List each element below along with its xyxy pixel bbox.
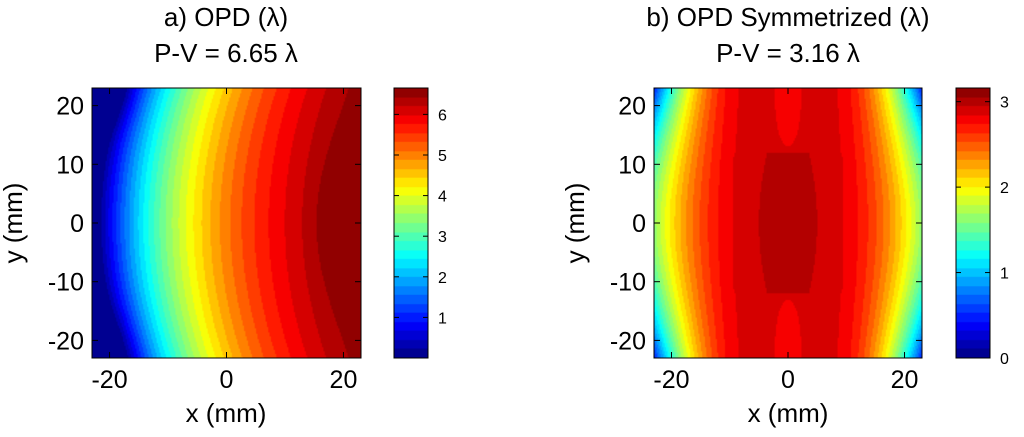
x-tick-label: -20 bbox=[653, 366, 689, 394]
panel-b-colorbar-ticks: 0 1 2 3 bbox=[956, 95, 1009, 368]
panel-b-ylabel: y (mm) bbox=[560, 183, 590, 264]
panel-a-xlabel: x (mm) bbox=[186, 398, 267, 428]
colorbar-tick-label: 1 bbox=[1000, 266, 1009, 283]
y-tick-label: -20 bbox=[610, 327, 646, 355]
colorbar-tick-label: 3 bbox=[1000, 95, 1009, 112]
panel-a-colorbar-frame bbox=[393, 87, 429, 359]
x-tick-label: 20 bbox=[330, 366, 358, 394]
y-tick-label: 10 bbox=[618, 151, 646, 179]
colorbar-tick-label: 5 bbox=[438, 148, 447, 165]
panel-b-heatmap bbox=[654, 88, 922, 358]
panel-b-title: b) OPD Symmetrized (λ) bbox=[646, 2, 929, 32]
panel-a-subtitle: P-V = 6.65 λ bbox=[154, 38, 298, 68]
y-tick-label: 20 bbox=[56, 93, 84, 121]
panel-b-xlabel: x (mm) bbox=[748, 398, 829, 428]
colorbar-tick-label: 0 bbox=[1000, 351, 1009, 368]
y-tick-label: 0 bbox=[70, 210, 84, 238]
panel-a-title: a) OPD (λ) bbox=[164, 2, 288, 32]
y-tick-label: -20 bbox=[48, 327, 84, 355]
panel-a-colorbar-ticks: 1 2 3 4 5 6 bbox=[394, 107, 447, 327]
y-tick-label: 10 bbox=[56, 151, 84, 179]
colorbar-tick-label: 2 bbox=[1000, 180, 1009, 197]
panel-a-ticks: -20 0 20 20 10 0 -10 -20 bbox=[48, 88, 361, 394]
panel-a: a) OPD (λ) P-V = 6.65 λ -20 0 2020100-10-2… bbox=[0, 2, 447, 428]
panel-a-heatmap bbox=[92, 88, 361, 358]
colorbar-tick-label: 1 bbox=[438, 310, 447, 327]
colorbar-tick-label: 4 bbox=[438, 189, 447, 206]
colorbar-tick-label: 6 bbox=[438, 107, 447, 124]
panel-b-subtitle: P-V = 3.16 λ bbox=[716, 38, 860, 68]
panel-b-ticks: -20 0 20 20 10 0 -10 -20 bbox=[610, 88, 922, 394]
panel-a-colorbar bbox=[394, 88, 428, 358]
y-tick-label: -10 bbox=[48, 269, 84, 297]
colorbar-tick-label: 3 bbox=[438, 229, 447, 246]
y-tick-label: 0 bbox=[632, 210, 646, 238]
panel-a-ylabel: y (mm) bbox=[0, 183, 28, 264]
x-tick-label: 0 bbox=[220, 366, 234, 394]
x-tick-label: 0 bbox=[781, 366, 795, 394]
x-tick-label: -20 bbox=[91, 366, 127, 394]
y-tick-label: -10 bbox=[610, 269, 646, 297]
x-tick-label: 20 bbox=[891, 366, 919, 394]
panel-b-colorbar-frame bbox=[955, 87, 991, 359]
panel-b-colorbar bbox=[956, 88, 990, 358]
colorbar-tick-label: 2 bbox=[438, 270, 447, 287]
y-tick-label: 20 bbox=[618, 93, 646, 121]
panel-b: b) OPD Symmetrized (λ) P-V = 3.16 λ -20 0… bbox=[560, 2, 1009, 428]
